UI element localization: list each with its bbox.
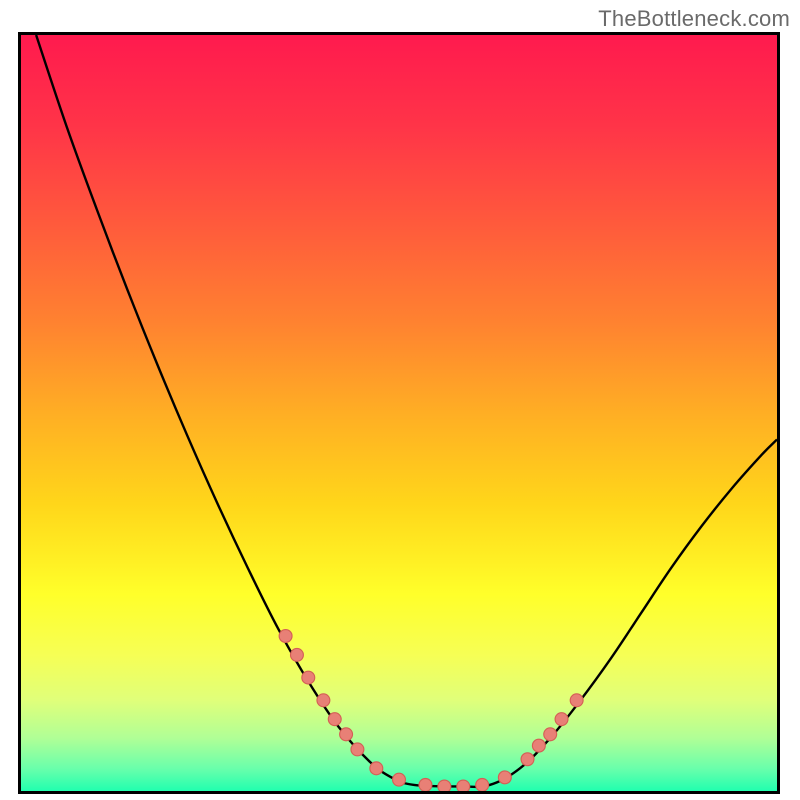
- watermark-text: TheBottleneck.com: [598, 6, 790, 32]
- curve-marker: [438, 780, 451, 791]
- curve-marker: [457, 780, 470, 791]
- curve-marker: [532, 739, 545, 752]
- plot-area: [21, 35, 777, 791]
- v-curve: [21, 35, 777, 791]
- curve-marker: [279, 630, 292, 643]
- curve-marker: [476, 779, 489, 791]
- curve-marker: [570, 694, 583, 707]
- curve-marker: [317, 694, 330, 707]
- curve-marker: [498, 771, 511, 784]
- curve-marker: [351, 743, 364, 756]
- curve-marker: [328, 713, 341, 726]
- curve-marker: [544, 728, 557, 741]
- curve-markers: [279, 630, 583, 791]
- curve-marker: [370, 762, 383, 775]
- curve-marker: [340, 728, 353, 741]
- curve-marker: [290, 648, 303, 661]
- curve-marker: [419, 779, 432, 791]
- curve-marker: [302, 671, 315, 684]
- curve-path: [36, 35, 777, 787]
- curve-marker: [521, 753, 534, 766]
- curve-marker: [393, 773, 406, 786]
- curve-marker: [555, 713, 568, 726]
- plot-frame: [18, 32, 780, 794]
